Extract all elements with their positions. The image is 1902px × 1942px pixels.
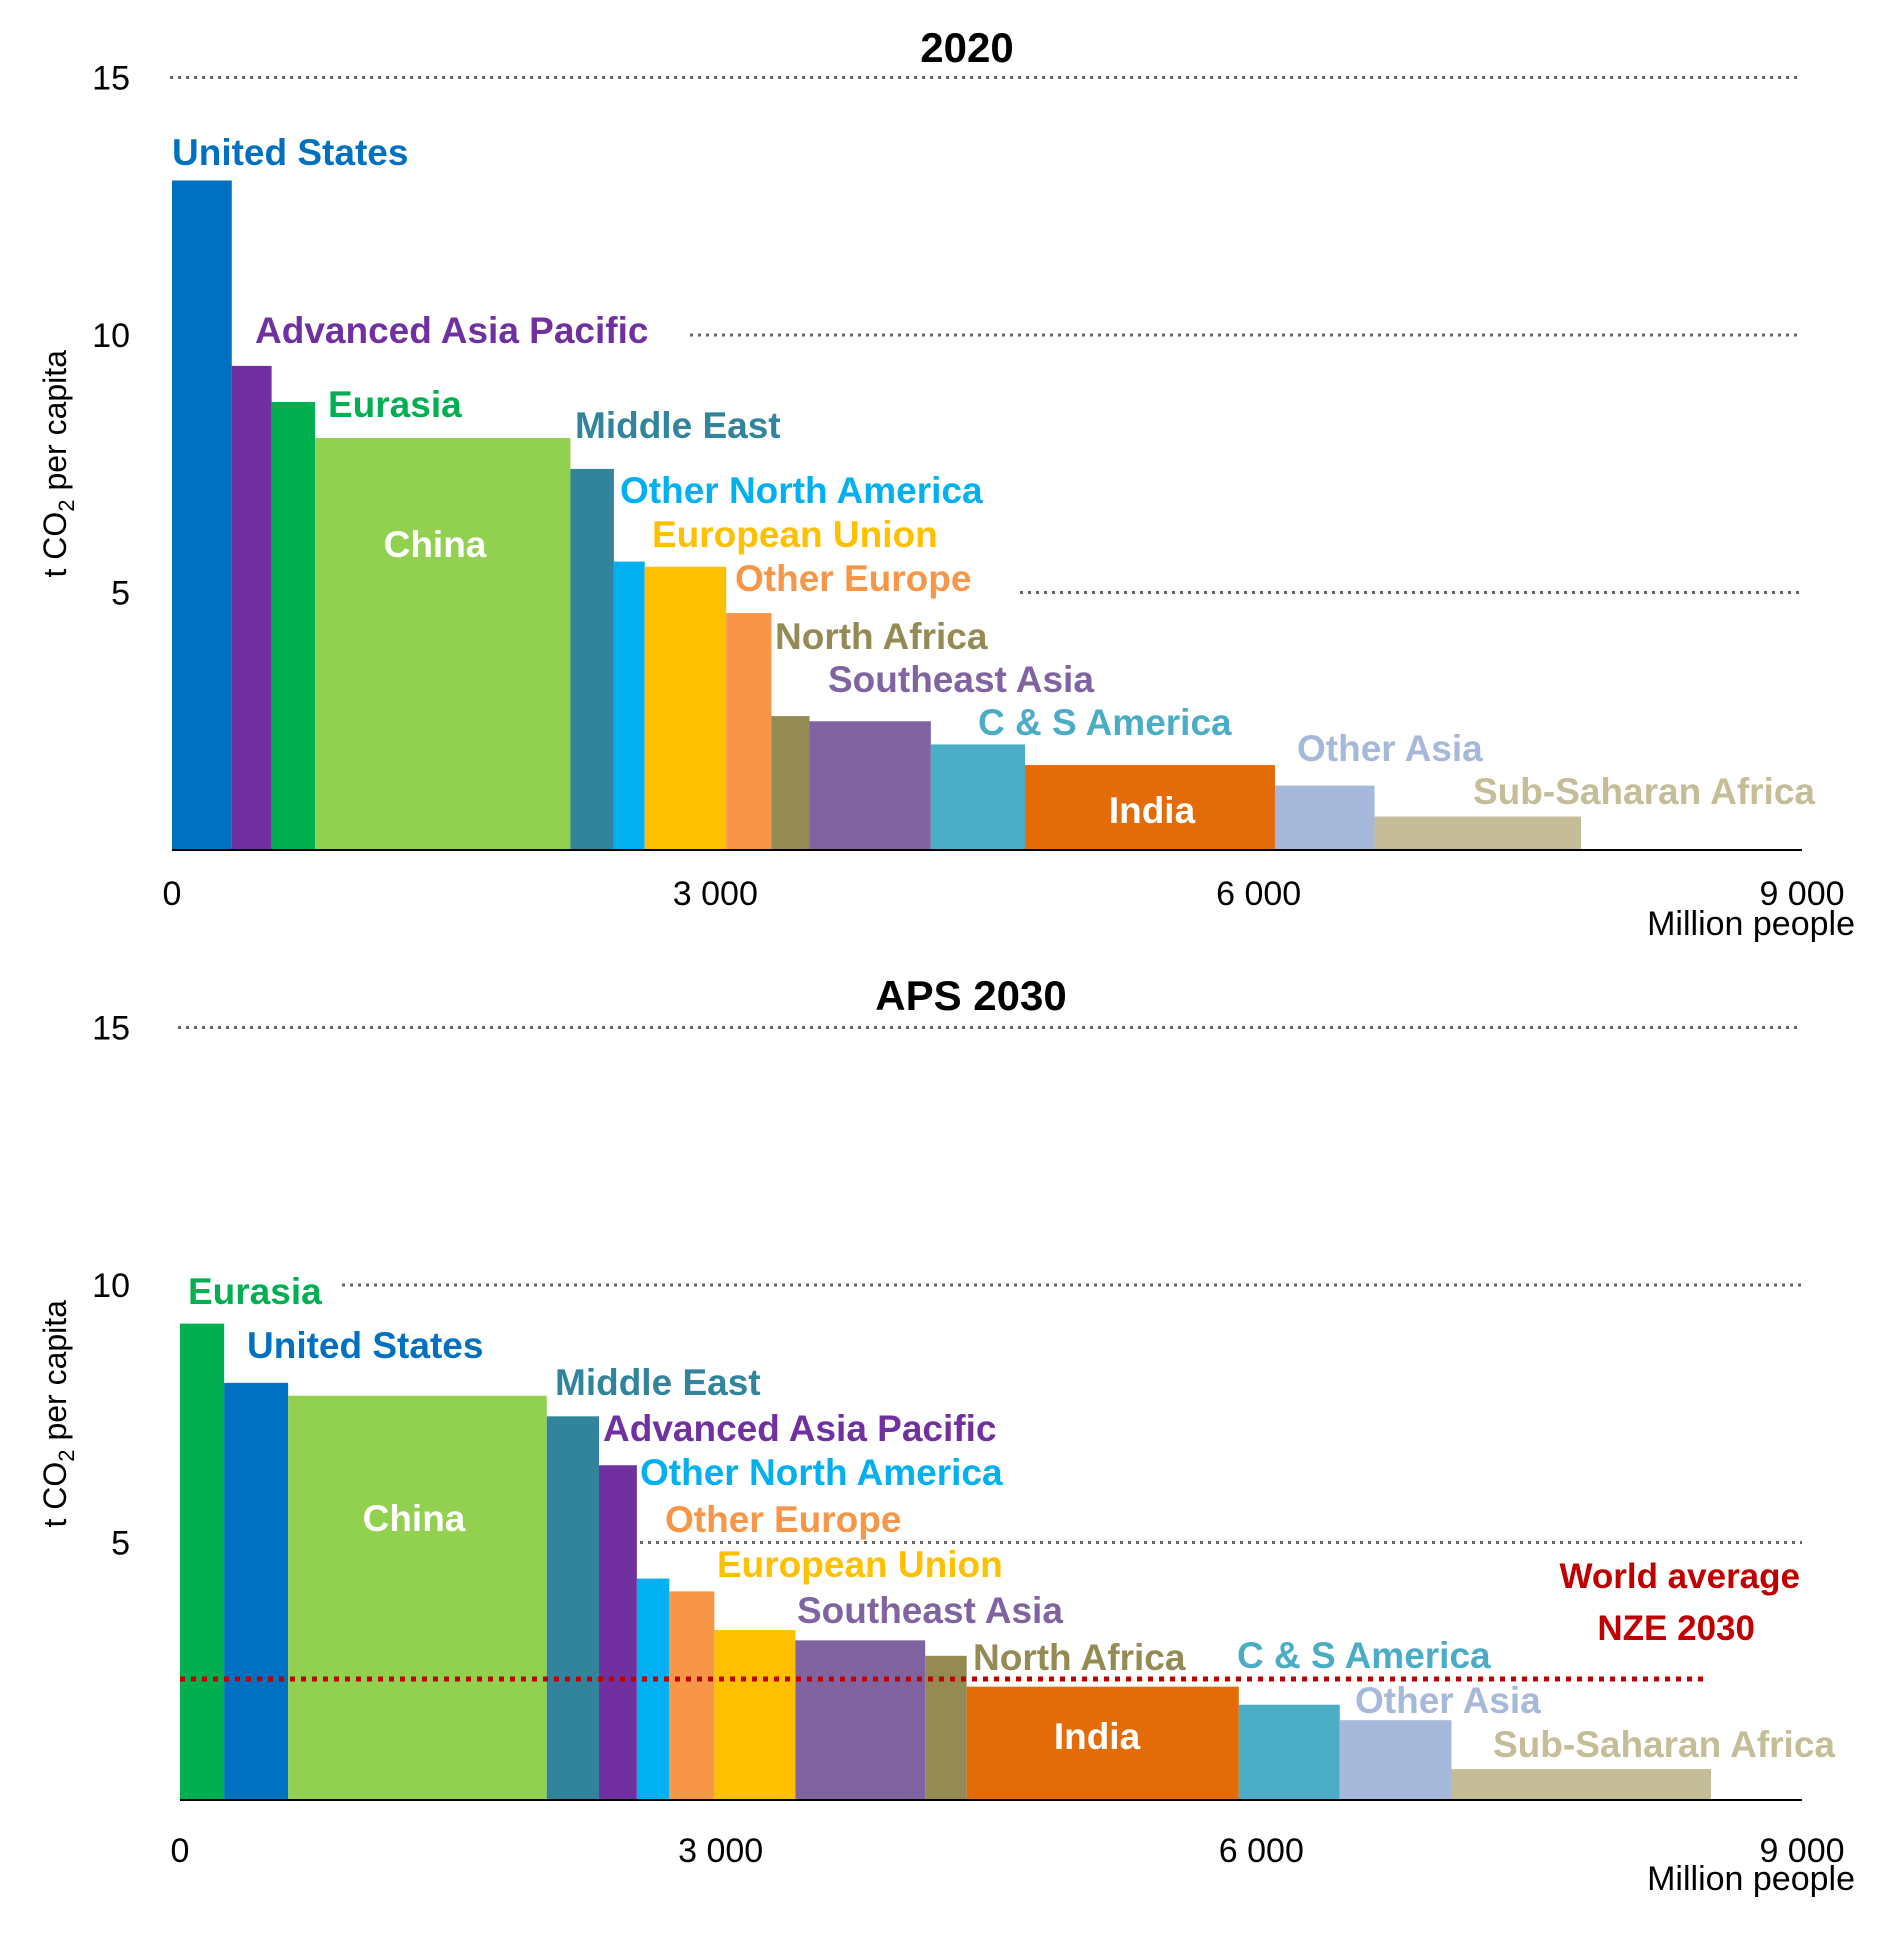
panel-2-label-eurasia: Eurasia bbox=[188, 1271, 322, 1312]
panel-1-x-axis-label: Million people bbox=[1647, 905, 1855, 943]
panel-1-bar-other-north-america bbox=[613, 561, 645, 850]
panel-2-x-tick-3000: 3 000 bbox=[678, 1832, 763, 1870]
panel-1-y-tick-15: 15 bbox=[92, 60, 130, 98]
panel-1-label-other-asia: Other Asia bbox=[1297, 728, 1483, 769]
panel-2-bar-united-states bbox=[224, 1382, 289, 1800]
panel-1-label-other-north-america: Other North America bbox=[620, 470, 983, 511]
panel-2-bar-india bbox=[966, 1686, 1239, 1800]
panel-2-bar-european-union bbox=[714, 1630, 796, 1800]
panel-2-bar-middle-east bbox=[546, 1416, 600, 1800]
panel-1-label-india: India bbox=[1109, 790, 1196, 831]
panel-1-bar-southeast-asia bbox=[809, 721, 931, 850]
panel-2-label-advanced-asia-pacific: Advanced Asia Pacific bbox=[603, 1408, 996, 1449]
panel-2-x-tick-9000: 9 000 bbox=[1759, 1832, 1844, 1870]
panel-2-y-tick-5: 5 bbox=[111, 1525, 130, 1563]
panel-2-label-southeast-asia: Southeast Asia bbox=[797, 1590, 1063, 1631]
panel-1-bar-sub-saharan-africa bbox=[1374, 816, 1582, 850]
panel-1-label-united-states: United States bbox=[172, 132, 408, 173]
panel-1-x-tick-0: 0 bbox=[163, 875, 182, 913]
panel-1-x-tick-3000: 3 000 bbox=[673, 875, 758, 913]
panel-2-label-c-s-america: C & S America bbox=[1237, 1635, 1491, 1676]
panel-1-label-european-union: European Union bbox=[652, 514, 938, 555]
panel-1-bar-middle-east bbox=[570, 468, 614, 850]
panel-1-label-southeast-asia: Southeast Asia bbox=[828, 659, 1094, 700]
panel-1-label-other-europe: Other Europe bbox=[735, 558, 971, 599]
panel-1-label-sub-saharan-africa: Sub-Saharan Africa bbox=[1473, 771, 1815, 812]
panel-1-bar-european-union bbox=[644, 566, 727, 850]
panel-1-x-tick-9000: 9 000 bbox=[1759, 875, 1844, 913]
panel-2-label-other-europe: Other Europe bbox=[665, 1499, 901, 1540]
panel-1-bar-advanced-asia-pacific bbox=[231, 365, 272, 850]
panel-2-bar-c-s-america bbox=[1238, 1704, 1340, 1800]
panel-1-bar-other-europe bbox=[726, 613, 772, 850]
panel-1-bar-other-asia bbox=[1274, 785, 1375, 850]
panel-1-x-tick-6000: 6 000 bbox=[1216, 875, 1301, 913]
panel-2-reference-label-line1: World average bbox=[1559, 1557, 1800, 1596]
panel-1-label-china: China bbox=[384, 524, 487, 565]
panel-2-reference-label-line2: NZE 2030 bbox=[1597, 1609, 1755, 1648]
panel-1-bar-eurasia bbox=[271, 401, 316, 850]
panel-2-label-other-asia: Other Asia bbox=[1355, 1680, 1541, 1721]
panel-2-y-tick-10: 10 bbox=[92, 1267, 130, 1305]
panel-1-bar-north-africa bbox=[771, 716, 810, 850]
panel-1-y-tick-10: 10 bbox=[92, 317, 130, 355]
panel-2-bar-china bbox=[288, 1395, 547, 1800]
panel-2-label-sub-saharan-africa: Sub-Saharan Africa bbox=[1493, 1724, 1835, 1765]
panel-2-bar-eurasia bbox=[180, 1323, 225, 1800]
panel-1-bar-c-s-america bbox=[930, 744, 1026, 850]
panel-1-bar-india bbox=[1025, 765, 1275, 850]
panel-2-x-tick-6000: 6 000 bbox=[1219, 1832, 1304, 1870]
panel-2-y-axis-label: t CO2 per capita bbox=[37, 1300, 79, 1528]
panel-2-x-axis-label: Million people bbox=[1647, 1860, 1855, 1898]
panel-1-label-c-s-america: C & S America bbox=[978, 702, 1232, 743]
panel-1-y-axis-label: t CO2 per capita bbox=[37, 350, 79, 578]
panel-2-label-middle-east: Middle East bbox=[555, 1362, 761, 1403]
panel-2-label-north-africa: North Africa bbox=[973, 1637, 1186, 1678]
panel-1-bar-united-states bbox=[172, 180, 232, 850]
panel-2-label-china: China bbox=[363, 1498, 466, 1539]
panel-2-bar-sub-saharan-africa bbox=[1451, 1769, 1711, 1800]
panel-2-bar-advanced-asia-pacific bbox=[599, 1465, 637, 1800]
panel-1-label-eurasia: Eurasia bbox=[328, 384, 462, 425]
panel-2-x-tick-0: 0 bbox=[171, 1832, 190, 1870]
panel-1-label-north-africa: North Africa bbox=[775, 616, 988, 657]
panel-2-label-united-states: United States bbox=[247, 1325, 483, 1366]
panel-2-bar-other-europe bbox=[669, 1591, 715, 1800]
panel-1-bar-china bbox=[315, 438, 571, 850]
panel-2-bar-other-north-america bbox=[636, 1578, 670, 1800]
panel-2-label-india: India bbox=[1054, 1716, 1141, 1757]
panel-1-label-advanced-asia-pacific: Advanced Asia Pacific bbox=[255, 310, 648, 351]
panel-2-bar-other-asia bbox=[1339, 1720, 1452, 1800]
panel-2-y-tick-15: 15 bbox=[92, 1010, 130, 1048]
panel-2-bar-southeast-asia bbox=[795, 1640, 926, 1800]
panel-1-y-tick-5: 5 bbox=[111, 575, 130, 613]
panel-2-label-european-union: European Union bbox=[717, 1544, 1003, 1585]
panel-1-label-middle-east: Middle East bbox=[575, 405, 781, 446]
panel-1-title: 2020 bbox=[920, 24, 1013, 71]
panel-2-label-other-north-america: Other North America bbox=[640, 1452, 1003, 1493]
panel-2-title: APS 2030 bbox=[875, 972, 1066, 1019]
